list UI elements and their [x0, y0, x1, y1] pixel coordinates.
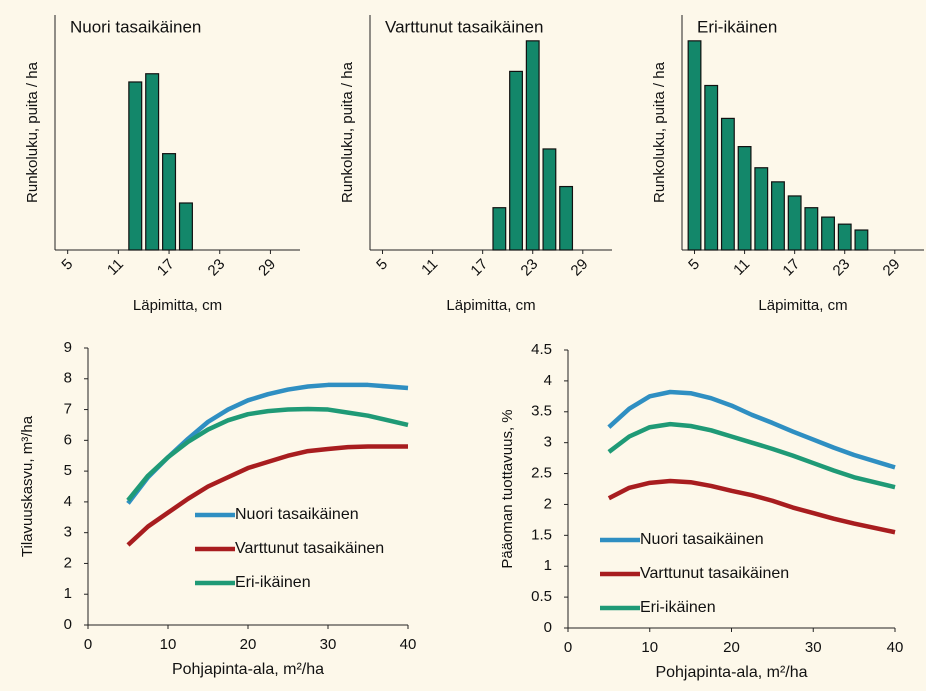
- x-axis-label: Pohjapinta-ala, m²/ha: [172, 661, 324, 678]
- x-tick-label: 10: [160, 636, 177, 653]
- y-tick-label: 8: [64, 370, 72, 387]
- y-tick-label: 5: [64, 462, 72, 479]
- x-tick-label: 0: [84, 636, 92, 653]
- legend-label: Varttunut tasaikäinen: [640, 565, 789, 582]
- bar: [804, 207, 819, 251]
- bar: [787, 195, 802, 251]
- chart-title: Nuori tasaikäinen: [70, 17, 201, 36]
- line-series: [126, 406, 409, 502]
- y-tick-label: 3: [544, 434, 552, 451]
- bar: [720, 117, 735, 251]
- y-tick-label: 1.5: [531, 526, 552, 543]
- y-tick-label: 4: [64, 493, 72, 510]
- bar: [542, 148, 557, 251]
- bar: [509, 70, 523, 251]
- x-tick-label: 23: [205, 256, 229, 280]
- y-tick-label: 4: [544, 372, 552, 389]
- bar: [771, 181, 785, 251]
- x-axis-label: Pohjapinta-ala, m²/ha: [655, 664, 807, 681]
- x-tick-label: 29: [568, 256, 592, 280]
- y-axis-label: Pääoman tuottavuus, %: [499, 409, 516, 568]
- x-tick-label: 5: [685, 256, 703, 274]
- line-series: [126, 382, 409, 505]
- x-tick-label: 5: [373, 256, 391, 274]
- bar: [162, 153, 177, 251]
- x-tick-label: 29: [880, 256, 904, 280]
- line-series: [126, 444, 408, 547]
- legend-label: Nuori tasaikäinen: [640, 531, 764, 548]
- y-tick-label: 2: [64, 554, 72, 571]
- y-tick-label: 7: [64, 401, 72, 418]
- x-tick-label: 17: [154, 256, 178, 280]
- x-tick-label: 30: [805, 639, 822, 656]
- x-axis-label: Läpimitta, cm: [133, 297, 222, 314]
- y-tick-label: 3.5: [531, 403, 552, 420]
- x-tick-label: 11: [730, 256, 753, 279]
- legend-label: Eri-ikäinen: [235, 574, 311, 591]
- x-tick-label: 17: [467, 256, 491, 280]
- x-tick-label: 20: [723, 639, 740, 656]
- y-axis-label: Runkoluku, puita / ha: [339, 61, 356, 203]
- y-tick-label: 3: [64, 524, 72, 541]
- x-tick-label: 17: [779, 256, 803, 280]
- bar: [128, 81, 143, 251]
- y-tick-label: 0: [64, 616, 72, 633]
- x-tick-label: 11: [418, 256, 441, 279]
- line-series: [607, 478, 896, 535]
- x-tick-label: 30: [320, 636, 337, 653]
- x-tick-label: 10: [641, 639, 658, 656]
- legend-label: Varttunut tasaikäinen: [235, 540, 384, 557]
- y-tick-label: 4.5: [531, 341, 552, 358]
- line-series: [607, 421, 896, 490]
- y-axis-label: Runkoluku, puita / ha: [651, 61, 668, 203]
- chart-title: Varttunut tasaikäinen: [385, 17, 543, 36]
- y-tick-label: 9: [64, 339, 72, 356]
- x-tick-label: 23: [830, 256, 854, 280]
- legend-label: Eri-ikäinen: [640, 599, 716, 616]
- bar: [754, 167, 769, 251]
- bar: [704, 84, 719, 251]
- y-tick-label: 6: [64, 431, 72, 448]
- bar: [854, 229, 869, 251]
- bar: [737, 146, 752, 251]
- bar: [821, 216, 835, 251]
- y-tick-label: 0.5: [531, 588, 552, 605]
- x-tick-label: 23: [518, 256, 542, 280]
- bar: [559, 185, 574, 251]
- bar: [837, 223, 852, 251]
- y-tick-label: 1: [544, 557, 552, 574]
- x-axis-label: Läpimitta, cm: [446, 297, 535, 314]
- y-axis-label: Runkoluku, puita / ha: [24, 61, 41, 203]
- y-tick-label: 2.5: [531, 465, 552, 482]
- x-tick-label: 40: [887, 639, 904, 656]
- x-tick-label: 11: [104, 256, 127, 279]
- x-tick-label: 5: [58, 256, 76, 274]
- bar: [178, 202, 193, 251]
- x-tick-label: 29: [255, 256, 279, 280]
- chart-title: Eri-ikäinen: [697, 17, 777, 36]
- x-tick-label: 0: [564, 639, 572, 656]
- y-tick-label: 1: [64, 585, 72, 602]
- y-tick-label: 2: [544, 495, 552, 512]
- bar: [145, 73, 160, 251]
- line-series: [607, 389, 896, 470]
- x-tick-label: 40: [400, 636, 417, 653]
- y-tick-label: 0: [544, 619, 552, 636]
- bar: [525, 40, 540, 251]
- x-axis-label: Läpimitta, cm: [758, 297, 847, 314]
- x-tick-label: 20: [240, 636, 257, 653]
- y-axis-label: Tilavuuskasvu, m³/ha: [19, 415, 36, 557]
- legend-label: Nuori tasaikäinen: [235, 506, 359, 523]
- bar: [492, 207, 507, 251]
- bar: [687, 40, 702, 251]
